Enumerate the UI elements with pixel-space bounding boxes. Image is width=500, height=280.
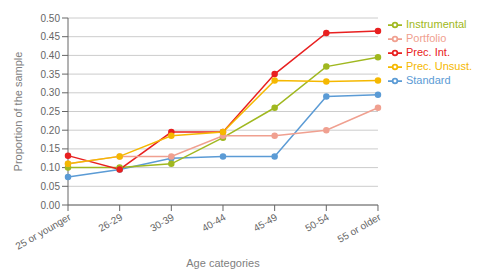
html-text:Instrumental: Instrumental (406, 18, 467, 30)
svg-text:0.00: 0.00 (41, 200, 61, 211)
svg-text:26-29: 26-29 (97, 211, 125, 234)
svg-text:0.45: 0.45 (41, 31, 61, 42)
svg-text:30-39: 30-39 (148, 211, 176, 234)
svg-text:0.10: 0.10 (41, 162, 61, 173)
svg-text:0.20: 0.20 (41, 125, 61, 136)
svg-text:0.50: 0.50 (41, 13, 61, 24)
svg-text:0.25: 0.25 (41, 106, 61, 117)
svg-text:50-54: 50-54 (303, 211, 331, 234)
svg-text:0.05: 0.05 (41, 181, 61, 192)
svg-text:Age categories: Age categories (186, 257, 260, 269)
svg-text:55 or older: 55 or older (336, 211, 383, 245)
html-text:Portfolio: Portfolio (406, 32, 447, 45)
svg-text:25 or younger: 25 or younger (14, 211, 74, 252)
html-text:Prec. Unsust.: Prec. Unsust. (406, 60, 472, 73)
svg-text:0.30: 0.30 (41, 87, 61, 98)
svg-text:0.35: 0.35 (41, 69, 61, 80)
svg-text:0.40: 0.40 (41, 50, 61, 61)
svg-text:Proportion of the sample: Proportion of the sample (12, 52, 24, 172)
html-text:Prec. Int.: Prec. Int. (406, 46, 450, 59)
html-text:Standard: Standard (406, 74, 451, 87)
svg-text:40-44: 40-44 (200, 211, 228, 234)
svg-text:45-49: 45-49 (252, 211, 280, 234)
svg-text:0.15: 0.15 (41, 143, 61, 154)
